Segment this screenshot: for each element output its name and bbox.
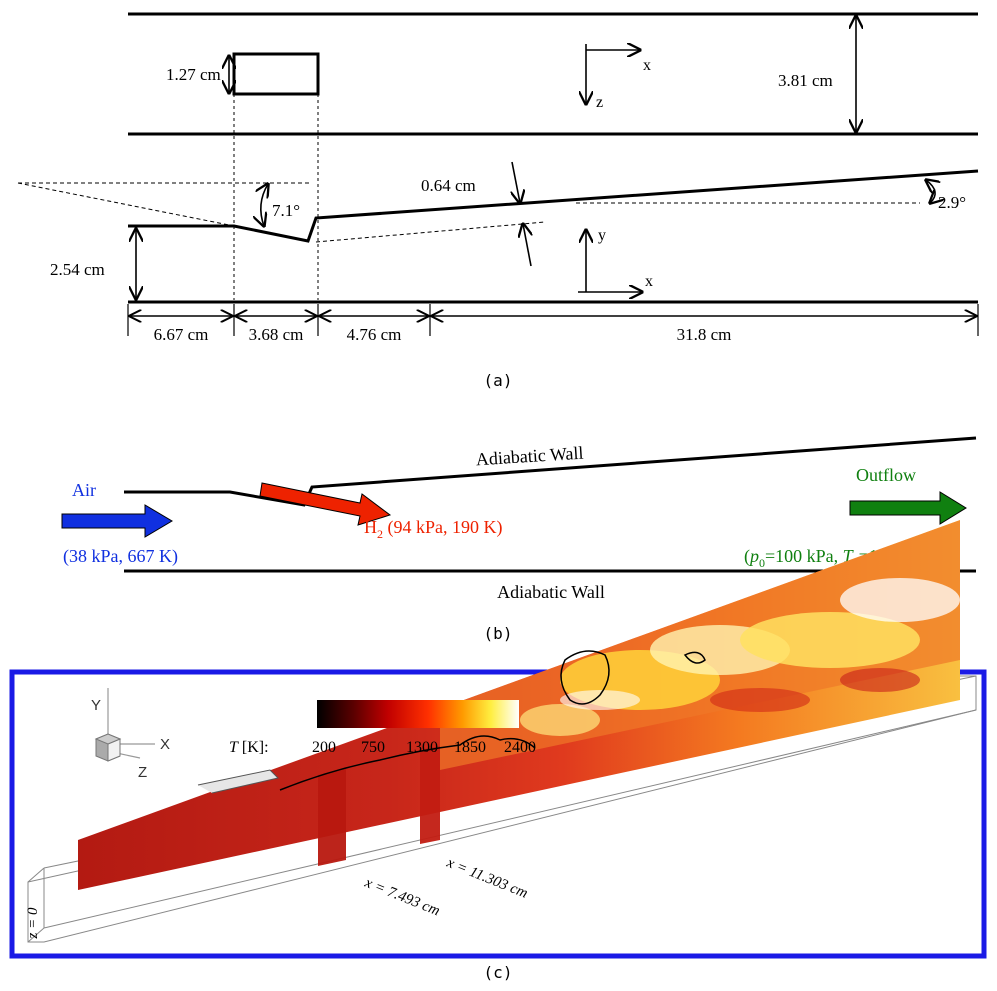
dim-height-label: 3.81 cm: [778, 71, 833, 90]
c-triad-z: Z: [138, 764, 147, 781]
gap-arrow-upper: [512, 161, 520, 203]
panel-c: T [K]: 200 750 1300 1850 2400 Y X Z z = …: [9, 520, 987, 982]
dim-inlet-label: 2.54 cm: [50, 260, 105, 279]
axis-z-top-label: z: [596, 94, 603, 111]
side-view-upper-wall: [128, 169, 979, 243]
axis-y-side-label: y: [598, 227, 606, 244]
air-arrow: [61, 504, 173, 538]
caption-b: (b): [484, 624, 513, 643]
angle-ramp-arc: [261, 184, 268, 226]
injector-slot: [232, 52, 320, 96]
gap-arrow-lower: [523, 224, 531, 267]
caption-a: (a): [484, 371, 513, 390]
dim-step-label: 1.27 cm: [166, 65, 221, 84]
c-tick-0: 200: [312, 739, 336, 756]
air-conditions: (38 kPa, 667 K): [63, 546, 178, 567]
axis-x-side-label: x: [645, 273, 653, 290]
c-slab-texture: [440, 520, 960, 770]
c-slice-1: [318, 769, 346, 866]
b-top-wall-label: Adiabatic Wall: [475, 443, 584, 470]
seg1-label: 6.67 cm: [154, 325, 209, 344]
ramp-ref-slope: [17, 182, 235, 227]
c-slice-2: [420, 746, 440, 844]
angle-ramp-label: 7.1°: [272, 201, 300, 220]
c-triad-x: X: [160, 736, 170, 753]
c-colorbar-label: T [K]:: [229, 739, 269, 756]
panel-a: 1.27 cm 3.81 cm x z 7.1° 2.9° 0.64 cm 2.…: [17, 12, 979, 390]
b-bottom-wall-label: Adiabatic Wall: [497, 582, 605, 602]
dim-gap-label: 0.64 cm: [421, 176, 476, 195]
seg3-label: 4.76 cm: [347, 325, 402, 344]
angle-diverge-label: 2.9°: [938, 193, 966, 212]
c-triad-y: Y: [91, 697, 101, 714]
angle-diverge-arc: [926, 180, 935, 203]
c-contour-blob-2: [683, 651, 706, 664]
outflow-label: Outflow: [856, 465, 916, 485]
outflow-arrow: [849, 491, 967, 525]
c-contour-front: [279, 735, 536, 791]
h2-arrow: [259, 482, 392, 526]
c-tick-1: 750: [361, 739, 385, 756]
c-tick-3: 1850: [454, 739, 486, 756]
c-tick-2: 1300: [406, 739, 438, 756]
c-slice-z-label: z = 0: [25, 907, 41, 939]
seg4-label: 31.8 cm: [677, 325, 732, 344]
h2-label: H2 (94 kPa, 190 K): [364, 517, 503, 541]
gap-ref-line: [315, 221, 546, 243]
c-contour-blob-1: [560, 650, 610, 705]
air-label: Air: [72, 480, 96, 500]
c-injector-ramp: [197, 769, 279, 794]
c-colorbar: [317, 700, 519, 728]
caption-c: (c): [484, 963, 513, 982]
axis-x-top-label: x: [643, 57, 651, 74]
c-axes-triad: Y X Z: [91, 688, 170, 781]
seg2-label: 3.68 cm: [249, 325, 304, 344]
c-tick-4: 2400: [504, 739, 536, 756]
